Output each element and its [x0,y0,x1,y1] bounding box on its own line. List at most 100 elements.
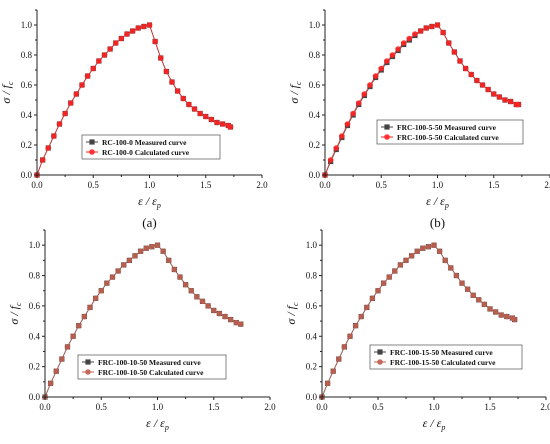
data-point [431,242,437,248]
data-point [462,65,469,72]
series-calculated [42,242,244,400]
data-point [352,322,359,329]
data-point [440,29,446,36]
data-point [453,272,460,279]
data-point [481,301,488,308]
data-point [389,52,396,58]
data-point [327,157,334,163]
series-line [324,24,519,176]
y-tick-label: 0.4 [21,110,33,120]
legend-box [376,119,524,145]
data-point [420,245,426,252]
data-point [219,121,226,127]
series-measured [322,22,522,178]
data-point [157,55,164,61]
data-point [210,307,217,314]
data-point [202,113,209,120]
data-point [109,274,116,280]
x-tick-label: 1.5 [208,402,220,412]
legend-label: FRC-100-15-50 Measured curve [390,348,493,357]
data-point [380,280,387,286]
legend-swatch-marker [384,124,390,130]
data-point [425,243,432,250]
data-point [222,313,228,320]
data-point [171,266,178,273]
legend-box [369,344,523,370]
y-tick-label: 0.8 [21,50,33,60]
data-point [233,319,240,326]
y-tick-label: 0.2 [29,362,40,372]
data-point [227,316,234,323]
series-measured [319,242,518,400]
data-point [67,100,74,106]
data-point [124,31,130,37]
series-line [324,24,519,176]
y-tick-label: 0.8 [306,271,318,281]
y-axis-title: σ / fc [284,302,300,325]
data-point [403,257,409,264]
x-axis-title: ε / εp [138,194,161,210]
legend-label: FRC-100-5-50 Measured curve [397,123,497,132]
x-axis-title: ε / εp [423,416,446,432]
data-point [177,274,183,280]
data-point [358,313,365,320]
data-point [397,262,404,268]
data-point [434,22,441,28]
legend-swatch-marker [85,369,91,375]
x-tick-label: 0.0 [316,402,328,412]
legend-label: FRC-100-10-50 Measured curve [98,358,201,367]
data-point [96,58,102,64]
x-tick-label: 0.0 [39,402,51,412]
series-calculated [322,22,522,178]
data-point [64,344,71,350]
data-point [137,248,144,255]
data-point [355,100,362,106]
series-calculated [34,22,234,178]
data-point [344,121,351,127]
data-point [199,298,206,305]
data-point [436,248,443,255]
data-point [515,101,522,108]
data-point [227,124,234,130]
data-point [511,316,518,323]
legend-swatch-marker [89,149,95,155]
legend-label: FRC-100-15-50 Calculated curve [390,358,496,367]
data-point [384,58,390,64]
y-tick-label: 0.0 [306,392,318,402]
legend-label: RC-100-0 Calculated curve [102,148,190,157]
data-point [126,257,133,264]
x-axis-title: ε / εp [426,194,449,210]
data-point [51,133,57,139]
data-point [498,312,505,318]
data-point [75,322,82,329]
legend-swatch-marker [89,139,95,145]
x-tick-label: 2.0 [540,402,550,412]
legend-box [77,354,227,380]
data-point [182,281,189,288]
data-point [120,262,127,268]
data-point [73,91,80,97]
data-point [457,58,463,64]
y-tick-label: 0.4 [29,331,41,341]
data-point [112,40,119,46]
x-tick-label: 1.0 [428,402,440,412]
legend: FRC-100-10-50 Measured curveFRC-100-10-5… [77,354,227,380]
legend-swatch-marker [384,134,390,140]
y-tick-label: 0.6 [309,80,321,90]
data-point [339,133,345,139]
data-point [87,304,93,311]
data-point [336,356,342,362]
data-point [350,110,356,117]
data-point [135,25,142,31]
data-point [152,38,158,45]
data-point [504,313,510,320]
data-point [149,243,155,250]
data-point [369,295,376,302]
data-point [191,106,198,112]
data-point [386,274,393,280]
x-tick-label: 0.5 [376,180,388,190]
data-point [79,82,85,88]
data-point [90,65,97,72]
data-point [62,110,68,117]
y-tick-label: 0.0 [309,170,321,180]
